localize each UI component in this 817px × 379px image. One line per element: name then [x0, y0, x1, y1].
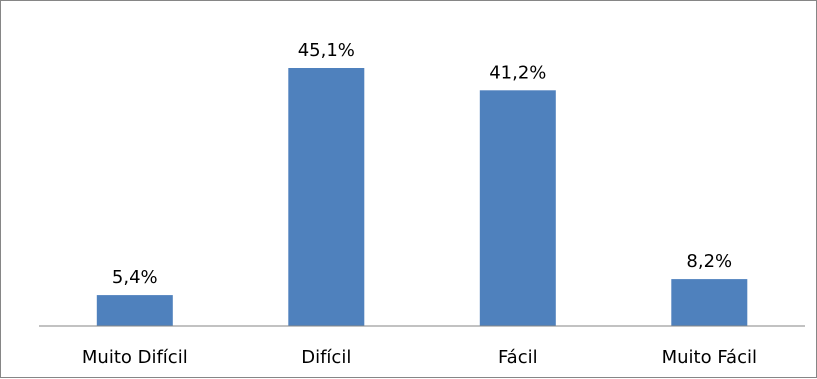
category-label-4: Muito Fácil [662, 347, 757, 368]
bar-4 [671, 279, 748, 326]
bars-group [96, 68, 748, 326]
value-labels-group: 5,4% 45,1% 41,2% 8,2% [112, 40, 732, 288]
category-label-1: Muito Difícil [82, 347, 188, 368]
bar-1 [96, 295, 173, 326]
bar-3 [479, 90, 556, 326]
bar-2 [288, 68, 365, 326]
category-label-3: Fácil [498, 347, 538, 368]
category-labels-group: Muito Difícil Difícil Fácil Muito Fácil [82, 347, 757, 368]
value-label-4: 8,2% [686, 251, 732, 272]
value-label-2: 45,1% [298, 40, 355, 61]
category-label-2: Difícil [301, 347, 351, 368]
value-label-3: 41,2% [489, 62, 546, 83]
value-label-1: 5,4% [112, 267, 158, 288]
